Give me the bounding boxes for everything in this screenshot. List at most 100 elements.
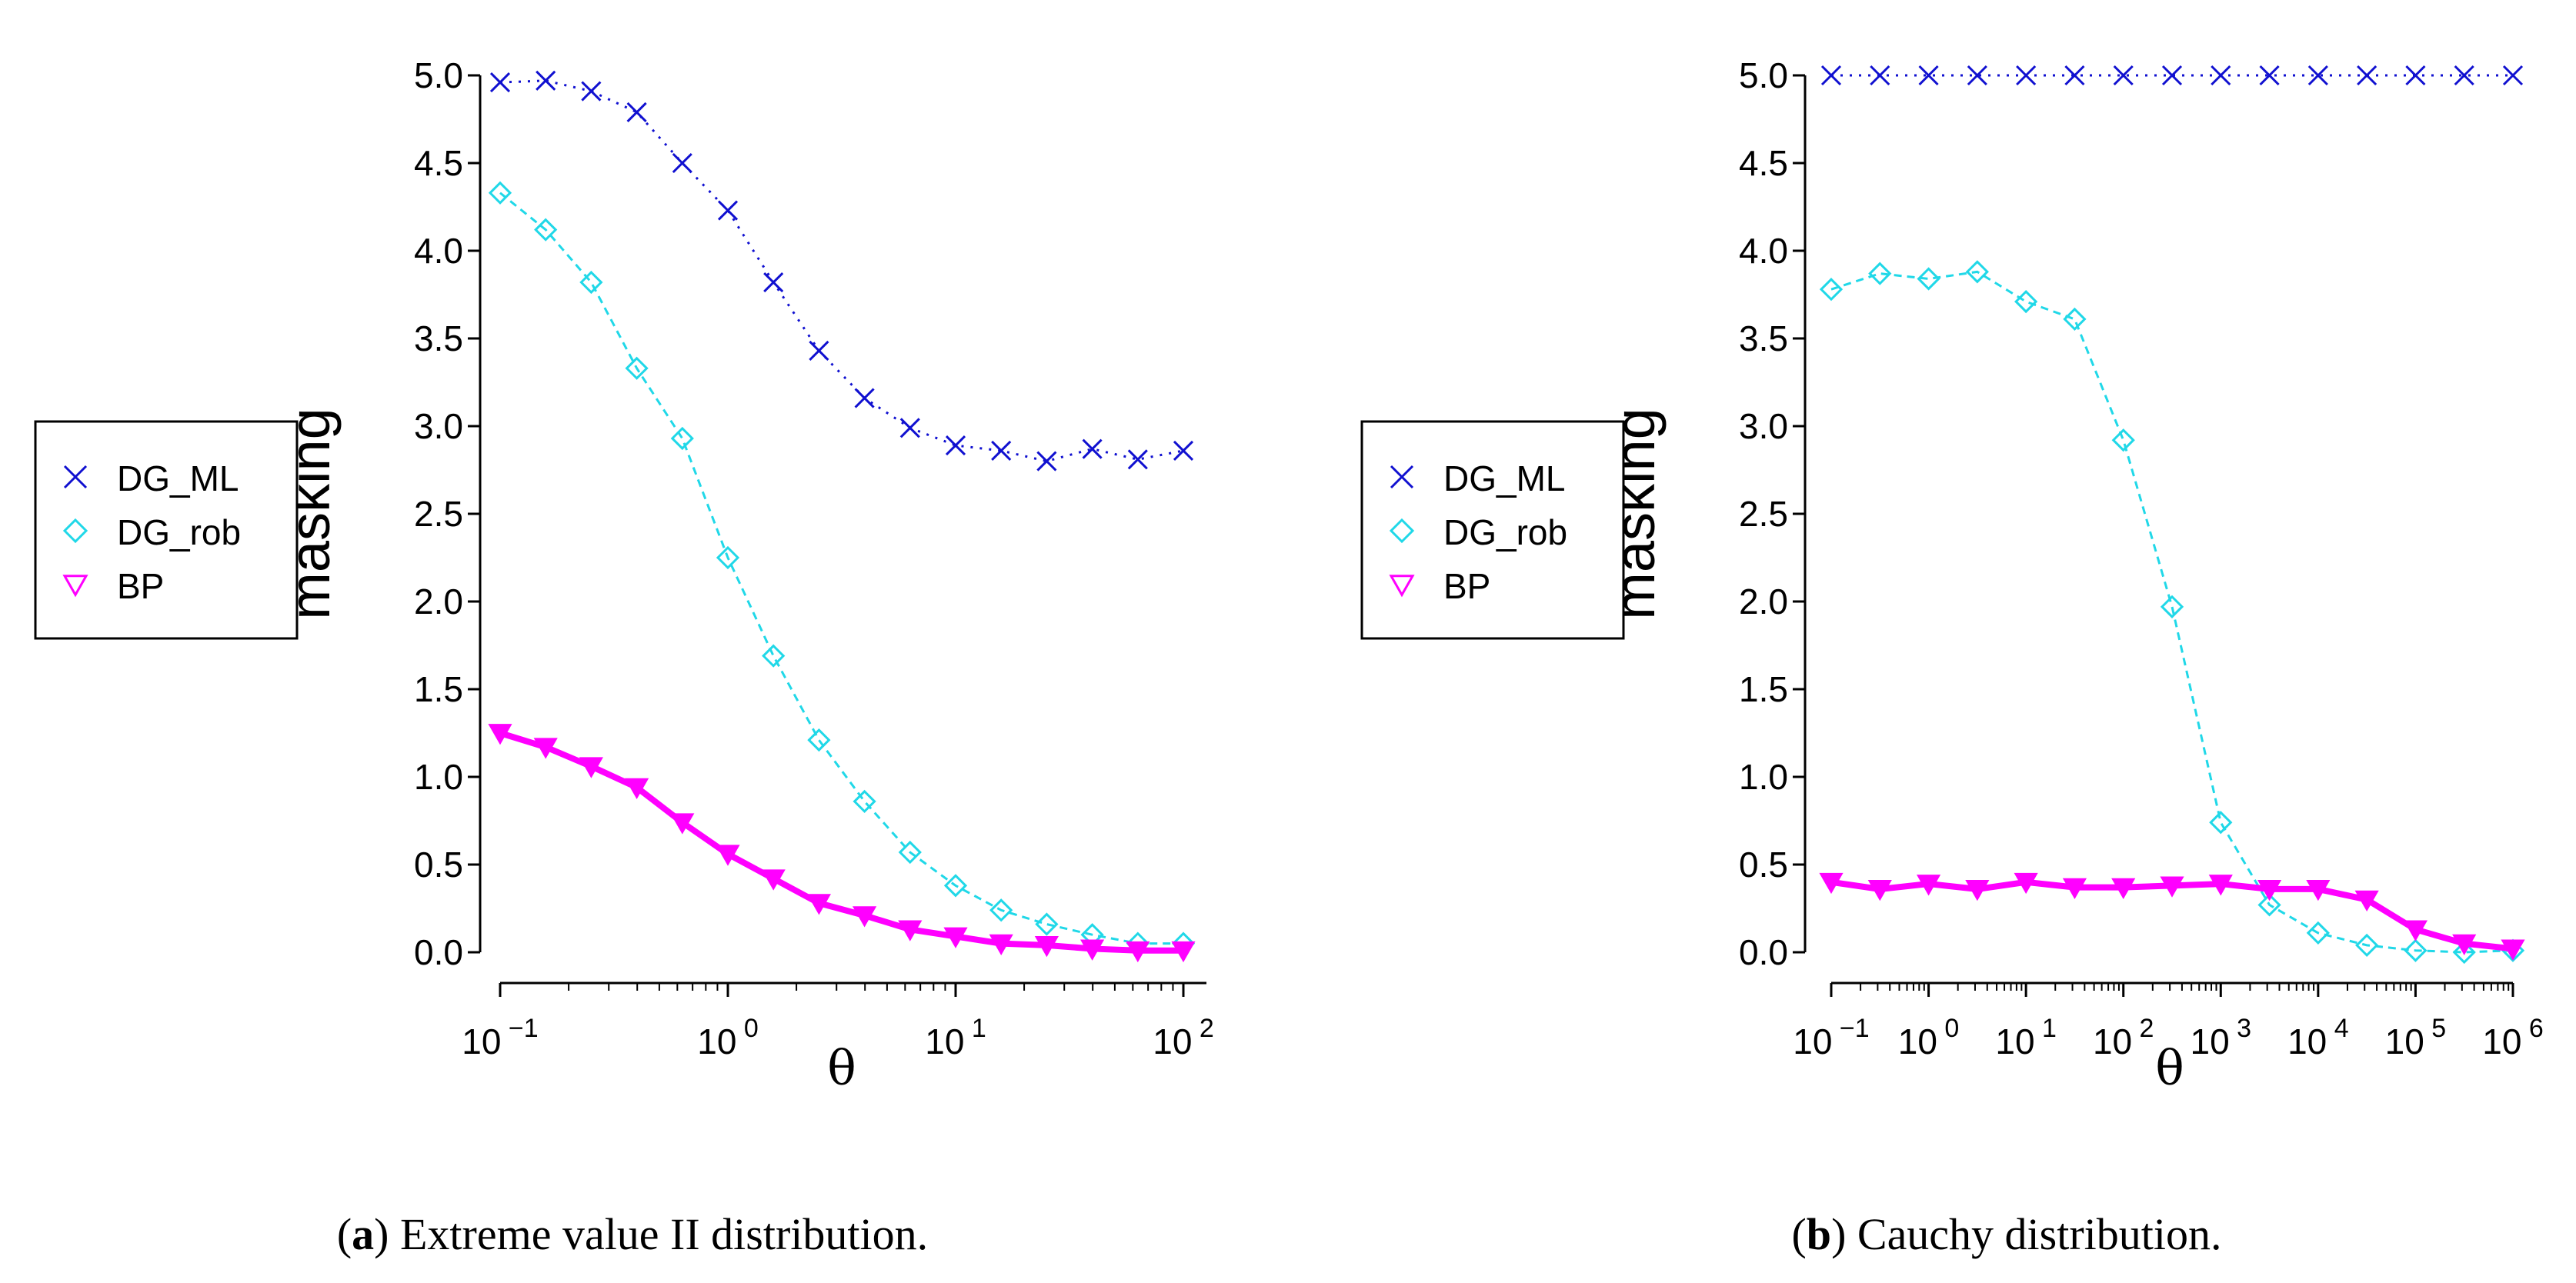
x-tick-label: 10 6 <box>2482 1014 2544 1061</box>
data-point <box>763 272 784 293</box>
data-point <box>534 218 558 242</box>
data-point <box>579 270 603 295</box>
data-point <box>2259 65 2280 86</box>
data-point <box>943 874 968 898</box>
data-point <box>579 757 603 778</box>
y-tick-label: 1.5 <box>414 669 463 709</box>
series-dg-ml <box>489 70 1194 472</box>
y-tick-label: 5.0 <box>414 55 463 95</box>
data-point <box>1916 875 1941 896</box>
data-point <box>762 644 786 668</box>
series-dg-rob <box>488 181 1196 955</box>
data-point <box>1034 935 1059 958</box>
y-tick-label: 2.0 <box>1739 582 1788 622</box>
y-tick-label: 1.0 <box>1739 757 1788 797</box>
data-point <box>1035 912 1059 936</box>
data-point <box>2355 933 2379 958</box>
data-point <box>626 102 647 122</box>
data-point <box>1126 941 1150 963</box>
y-tick-label: 3.5 <box>1739 318 1788 358</box>
data-point <box>2014 289 2038 314</box>
data-point <box>2113 65 2134 86</box>
caption: (a) Extreme value II distribution. <box>337 1209 928 1259</box>
legend-marker <box>62 575 88 598</box>
y-tick-label: 5.0 <box>1739 55 1788 95</box>
data-point <box>2306 921 2330 945</box>
legend-label: BP <box>117 566 164 606</box>
data-point <box>2063 307 2087 332</box>
legend-box <box>34 420 299 640</box>
y-tick-label: 0.5 <box>414 845 463 885</box>
data-point <box>2257 893 2281 917</box>
legend-label: DG_rob <box>117 512 241 552</box>
y-tick-label: 2.5 <box>1739 494 1788 534</box>
x-tick-label: 10 5 <box>2385 1014 2447 1061</box>
data-point <box>2208 875 2233 896</box>
data-point <box>2357 65 2377 86</box>
y-tick-label: 2.5 <box>414 494 463 534</box>
legend-marker <box>62 518 88 544</box>
data-point <box>1965 880 1990 901</box>
panel-b: 0.0 0.5 1.0 1.5 2.0 2.5 3.0 3.5 4.0 4.5 5.0 10 −1 10… <box>1360 55 2544 1259</box>
data-point <box>716 545 740 570</box>
data-point <box>2161 65 2183 86</box>
data-point <box>853 789 876 814</box>
data-point <box>2403 920 2428 941</box>
data-point <box>898 920 923 941</box>
y-tick-label: 0.0 <box>414 932 463 972</box>
series-bp <box>488 724 1196 963</box>
data-point <box>2257 880 2282 901</box>
data-point <box>717 200 739 221</box>
x-tick-label: 10 2 <box>1153 1014 1214 1061</box>
y-tick-label: 4.5 <box>414 143 463 183</box>
data-point <box>2452 940 2476 965</box>
panel-a: 0.0 0.5 1.0 1.5 2.0 2.5 3.0 3.5 4.0 4.5 5.0 10 −1 10… <box>34 55 1214 1259</box>
data-point <box>2307 65 2328 86</box>
data-point <box>2160 595 2184 618</box>
legend-label: DG_ML <box>1443 458 1565 498</box>
data-point <box>489 72 511 93</box>
x-tick-label: 10 0 <box>1898 1014 1960 1061</box>
data-point <box>2404 938 2428 962</box>
data-point <box>1918 65 1939 86</box>
data-point <box>991 440 1012 461</box>
series-line <box>499 730 1183 954</box>
data-point <box>2062 878 2087 900</box>
data-point <box>2452 934 2477 955</box>
data-point <box>581 81 602 102</box>
data-point <box>1967 65 1987 86</box>
data-point <box>672 152 692 174</box>
legend-label: DG_ML <box>117 458 239 498</box>
data-point <box>1917 267 1940 291</box>
data-point <box>625 778 649 800</box>
data-point <box>1171 941 1196 963</box>
data-point <box>536 70 556 91</box>
data-point <box>989 934 1013 955</box>
data-point <box>670 426 694 451</box>
data-point <box>2111 878 2136 900</box>
legend-marker <box>1389 575 1415 598</box>
y-tick-label: 1.5 <box>1739 669 1788 709</box>
x-axis-label: θ <box>2155 1040 2184 1096</box>
y-tick-label: 0.0 <box>1739 932 1788 972</box>
data-point <box>488 724 512 745</box>
legend-label: DG_rob <box>1443 512 1567 552</box>
data-point <box>943 927 968 948</box>
legend: DG_ML DG_rob BP <box>34 420 299 640</box>
data-point <box>1082 438 1103 459</box>
data-point <box>1819 872 1844 895</box>
series-dg-ml <box>1820 65 2524 86</box>
x-tick-label: 10 1 <box>925 1014 986 1061</box>
data-point <box>809 340 829 362</box>
data-point <box>806 894 831 915</box>
data-point <box>2405 65 2426 86</box>
y-tick-label: 3.5 <box>414 318 463 358</box>
data-point <box>1819 278 1844 302</box>
legend-marker <box>1389 518 1415 544</box>
data-point <box>854 388 875 408</box>
series-bp <box>1819 872 2525 961</box>
data-point <box>716 845 740 866</box>
y-tick-label: 1.0 <box>414 757 463 797</box>
